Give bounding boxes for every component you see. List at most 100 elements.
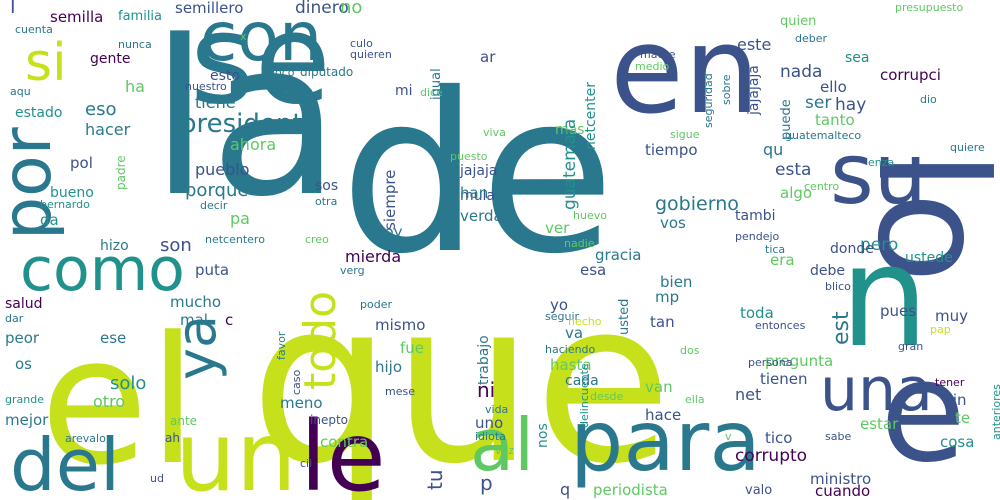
word: ustede	[905, 250, 953, 266]
word: p	[480, 471, 493, 495]
word: de	[340, 46, 615, 302]
word: mierda	[345, 247, 401, 266]
word: os	[15, 355, 32, 373]
word: solo	[110, 373, 146, 394]
word: ello	[820, 78, 847, 96]
word: se	[190, 0, 331, 132]
word: decir	[200, 199, 228, 212]
word: v	[725, 430, 732, 443]
word: ni	[477, 378, 495, 402]
word: el	[40, 299, 197, 500]
word: tan	[650, 313, 675, 331]
word: nadie	[564, 237, 595, 250]
word: seguridad	[702, 73, 715, 128]
word: e	[880, 331, 966, 494]
word: han	[460, 184, 488, 202]
word: ah	[165, 431, 180, 445]
word: sin	[945, 391, 967, 409]
word: gracia	[595, 246, 642, 264]
word: culo	[350, 37, 373, 50]
word: x	[240, 30, 247, 43]
word: guatemalteco	[785, 129, 861, 142]
word: te	[955, 409, 970, 427]
word: pero	[860, 235, 898, 255]
word: viva	[483, 126, 506, 139]
word: centro	[804, 180, 839, 193]
word: delincuente	[578, 363, 591, 428]
word: corrupto	[735, 446, 807, 466]
word: bien	[660, 273, 692, 291]
word: hijo	[375, 358, 402, 376]
word: seguir	[545, 310, 580, 323]
word: sobre	[720, 74, 733, 105]
word: pa	[230, 209, 250, 228]
word: bernardo	[40, 198, 90, 211]
word: diputado	[300, 65, 353, 79]
word: siempre	[381, 170, 399, 230]
word: familia	[118, 9, 162, 24]
word: su	[830, 125, 927, 223]
word: ud	[150, 472, 164, 485]
word: son	[160, 235, 192, 256]
word: por	[0, 127, 67, 240]
word: qu	[763, 140, 783, 159]
word: cuenta	[15, 23, 53, 36]
word: deber	[795, 32, 828, 45]
word: muy	[935, 307, 968, 325]
word: algo	[780, 184, 812, 202]
word: hizo	[100, 238, 129, 254]
word: dio	[920, 93, 937, 106]
word: sigue	[670, 128, 700, 141]
word: poder	[360, 298, 392, 311]
word: quiere	[950, 141, 985, 154]
word: ministro	[810, 470, 871, 488]
word: ya	[165, 315, 228, 380]
word: vos	[660, 214, 686, 232]
word: fue	[400, 339, 424, 357]
word: guatemala	[560, 119, 580, 210]
word: ar	[480, 48, 496, 66]
word: l	[10, 0, 16, 18]
word: cil	[300, 457, 312, 470]
word: jajaja	[459, 163, 497, 179]
word: poco	[268, 66, 295, 79]
word: hay	[835, 95, 866, 115]
word: netcenter	[583, 82, 599, 150]
word: medio	[635, 60, 670, 73]
word: pap	[930, 323, 951, 336]
word: bueno	[50, 185, 94, 201]
word: da	[40, 211, 59, 229]
word: mese	[385, 385, 415, 398]
word: un	[175, 401, 297, 500]
word: mal	[180, 311, 208, 329]
word: gran	[898, 340, 923, 353]
word: que	[250, 252, 672, 500]
word: huevo	[573, 209, 607, 222]
word: c	[225, 311, 233, 329]
word: tienen	[760, 370, 808, 388]
word: haciendo	[545, 343, 596, 356]
word: trabajo	[476, 335, 492, 385]
word: pendejo	[735, 230, 780, 243]
word: este	[737, 35, 771, 54]
word: netcentero	[205, 233, 265, 246]
word: presupuesto	[895, 1, 963, 14]
word: est	[829, 311, 854, 345]
word: usted	[617, 299, 632, 335]
word: pues	[880, 302, 916, 320]
word: gente	[90, 51, 130, 67]
word: cuando	[815, 482, 870, 500]
word: tener	[935, 376, 965, 389]
word: en	[610, 2, 760, 141]
word: caso	[290, 369, 303, 395]
word: tica	[765, 243, 785, 256]
word: nunca	[118, 38, 152, 51]
word: mucho	[170, 293, 221, 311]
word: grande	[5, 393, 44, 406]
word: pregunta	[765, 352, 833, 370]
word: mp	[655, 288, 679, 306]
word: sos	[315, 178, 338, 194]
word: al	[470, 403, 534, 487]
word: dice	[420, 86, 443, 99]
